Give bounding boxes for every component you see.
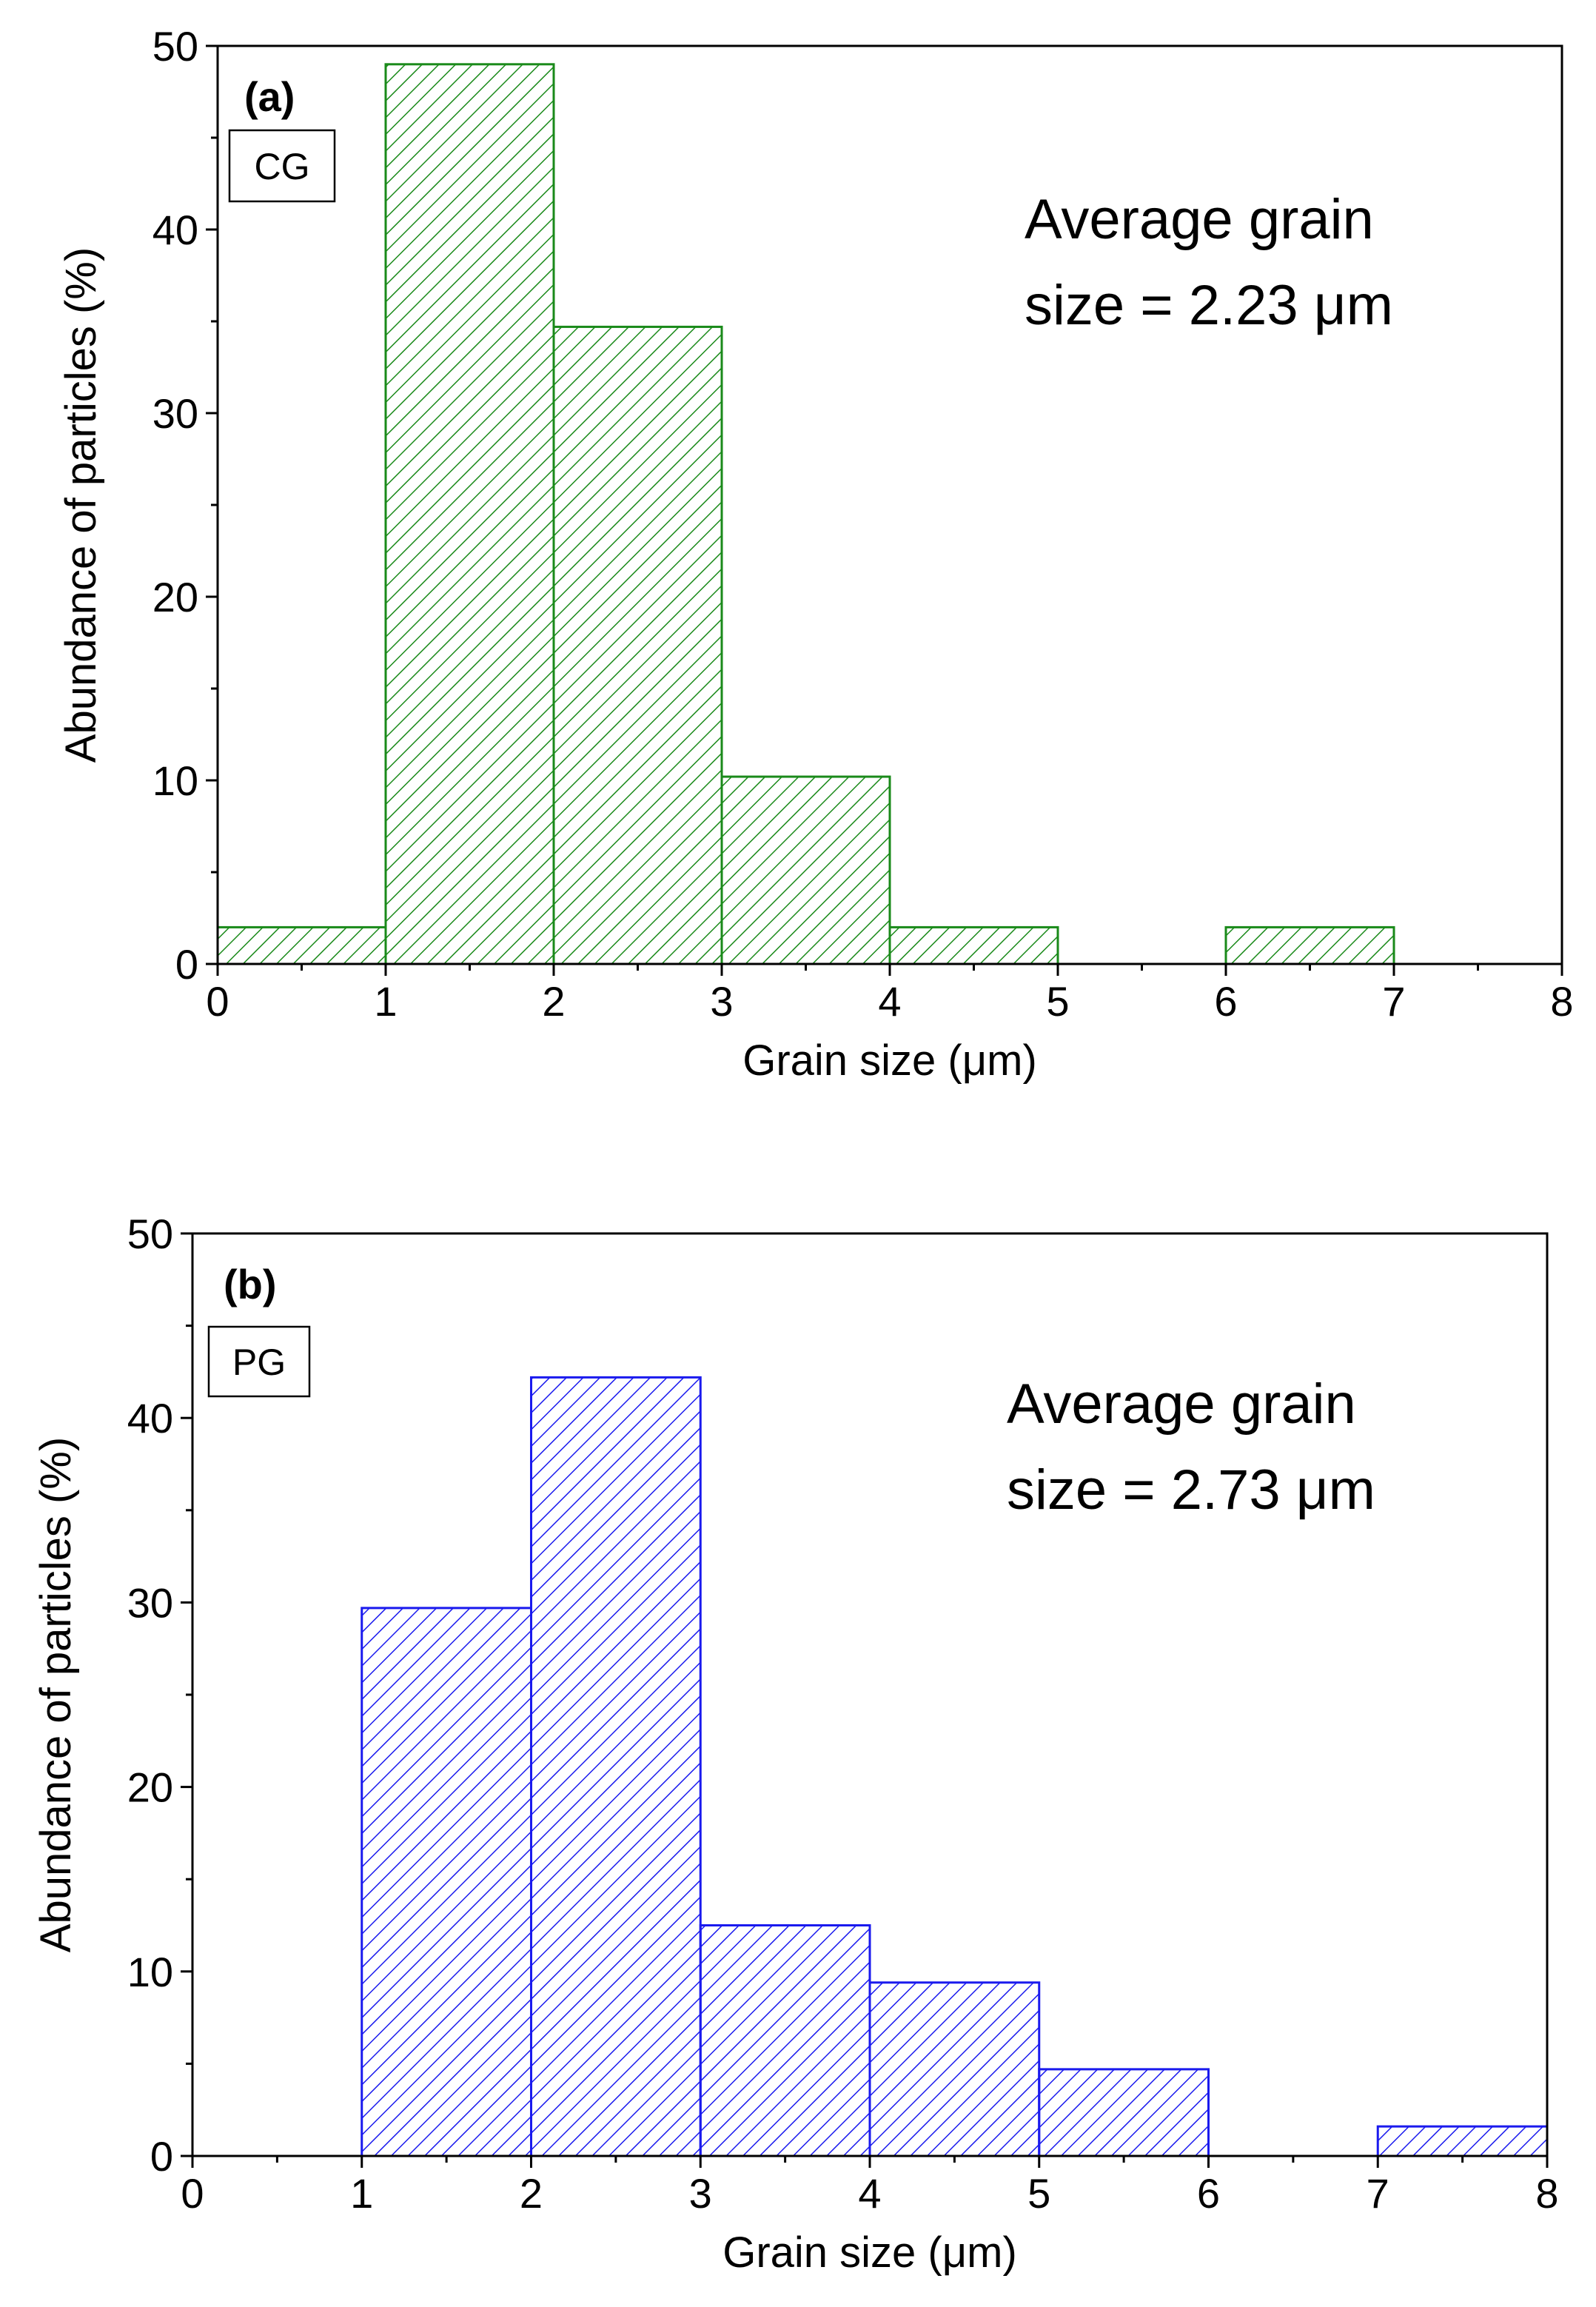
bars	[361, 1376, 1549, 2157]
annotation-line-1: Average grain	[1025, 188, 1374, 251]
y-tick-label: 20	[127, 1764, 173, 1811]
histogram-bar-3	[868, 1981, 1041, 2157]
x-tick-label: 2	[542, 978, 565, 1025]
x-tick-label: 4	[878, 978, 901, 1025]
y-tick-label: 40	[152, 207, 198, 253]
histogram-bar-1	[384, 63, 555, 965]
annotation-line-2: size = 2.23 μm	[1025, 274, 1393, 337]
x-tick-label: 4	[858, 2170, 881, 2217]
x-tick-label: 8	[1535, 2170, 1558, 2217]
x-tick-label: 5	[1027, 2170, 1050, 2217]
chart-panel-b: 0 1 2 3 4 5 6 7 8 0 10 20 30 40 50 Abundance of partic…	[32, 1211, 1559, 2277]
x-tick-label: 8	[1550, 978, 1573, 1025]
histogram-bar-4	[1038, 2068, 1210, 2157]
histogram-bar-2	[552, 325, 723, 965]
axis-ticks: 0 1 2 3 4 5 6 7 8 0 10 20 30 40 50	[152, 23, 1574, 1025]
y-tick-label: 20	[152, 574, 198, 620]
x-axis-label: Grain size (μm)	[722, 2229, 1017, 2277]
x-tick-label: 3	[689, 2170, 712, 2217]
histogram-bar-1	[530, 1376, 702, 2157]
histogram-bar-2	[699, 1924, 871, 2157]
histogram-bar-0	[361, 1607, 532, 2157]
histogram-bar-0	[216, 925, 387, 965]
histogram-bar-3	[720, 775, 891, 965]
histogram-bar-4	[888, 925, 1059, 965]
y-tick-label: 10	[127, 1949, 173, 1995]
y-tick-label: 40	[127, 1395, 173, 1442]
x-tick-label: 6	[1197, 2170, 1220, 2217]
x-axis-label: Grain size (μm)	[742, 1037, 1037, 1085]
y-tick-label: 30	[152, 390, 198, 437]
y-axis-label: Abundance of particles (%)	[32, 1437, 80, 1952]
sample-tag-box	[228, 129, 336, 203]
annotation-line-1: Average grain	[1007, 1373, 1356, 1436]
y-tick-label: 50	[152, 23, 198, 70]
y-tick-label: 0	[175, 941, 198, 988]
bars	[216, 63, 1395, 965]
y-tick-label: 50	[127, 1211, 173, 1257]
histogram-bar-5	[1376, 2125, 1549, 2157]
x-tick-label: 3	[710, 978, 733, 1025]
panel-label: (b)	[224, 1261, 277, 1307]
sample-tag: CG	[255, 146, 310, 187]
chart-panel-a: 0 1 2 3 4 5 6 7 8 0 10 20 30 40 50 Abundance of partic…	[57, 23, 1574, 1085]
axis-ticks: 0 1 2 3 4 5 6 7 8 0 10 20 30 40 50	[127, 1211, 1559, 2217]
x-tick-label: 1	[350, 2170, 373, 2217]
histogram-bar-5	[1224, 925, 1395, 965]
x-tick-label: 0	[181, 2170, 204, 2217]
y-tick-label: 10	[152, 757, 198, 804]
sample-tag: PG	[232, 1342, 286, 1383]
x-tick-label: 0	[206, 978, 229, 1025]
y-tick-label: 30	[127, 1579, 173, 1626]
panel-label: (a)	[244, 73, 295, 120]
y-tick-label: 0	[150, 2133, 173, 2180]
y-axis-label: Abundance of particles (%)	[57, 247, 105, 763]
x-tick-label: 1	[374, 978, 397, 1025]
x-tick-label: 7	[1367, 2170, 1389, 2217]
annotation-line-2: size = 2.73 μm	[1007, 1459, 1375, 1521]
sample-tag-box	[207, 1325, 311, 1398]
x-tick-label: 5	[1046, 978, 1069, 1025]
x-tick-label: 2	[520, 2170, 543, 2217]
x-tick-label: 7	[1382, 978, 1405, 1025]
x-tick-label: 6	[1214, 978, 1237, 1025]
